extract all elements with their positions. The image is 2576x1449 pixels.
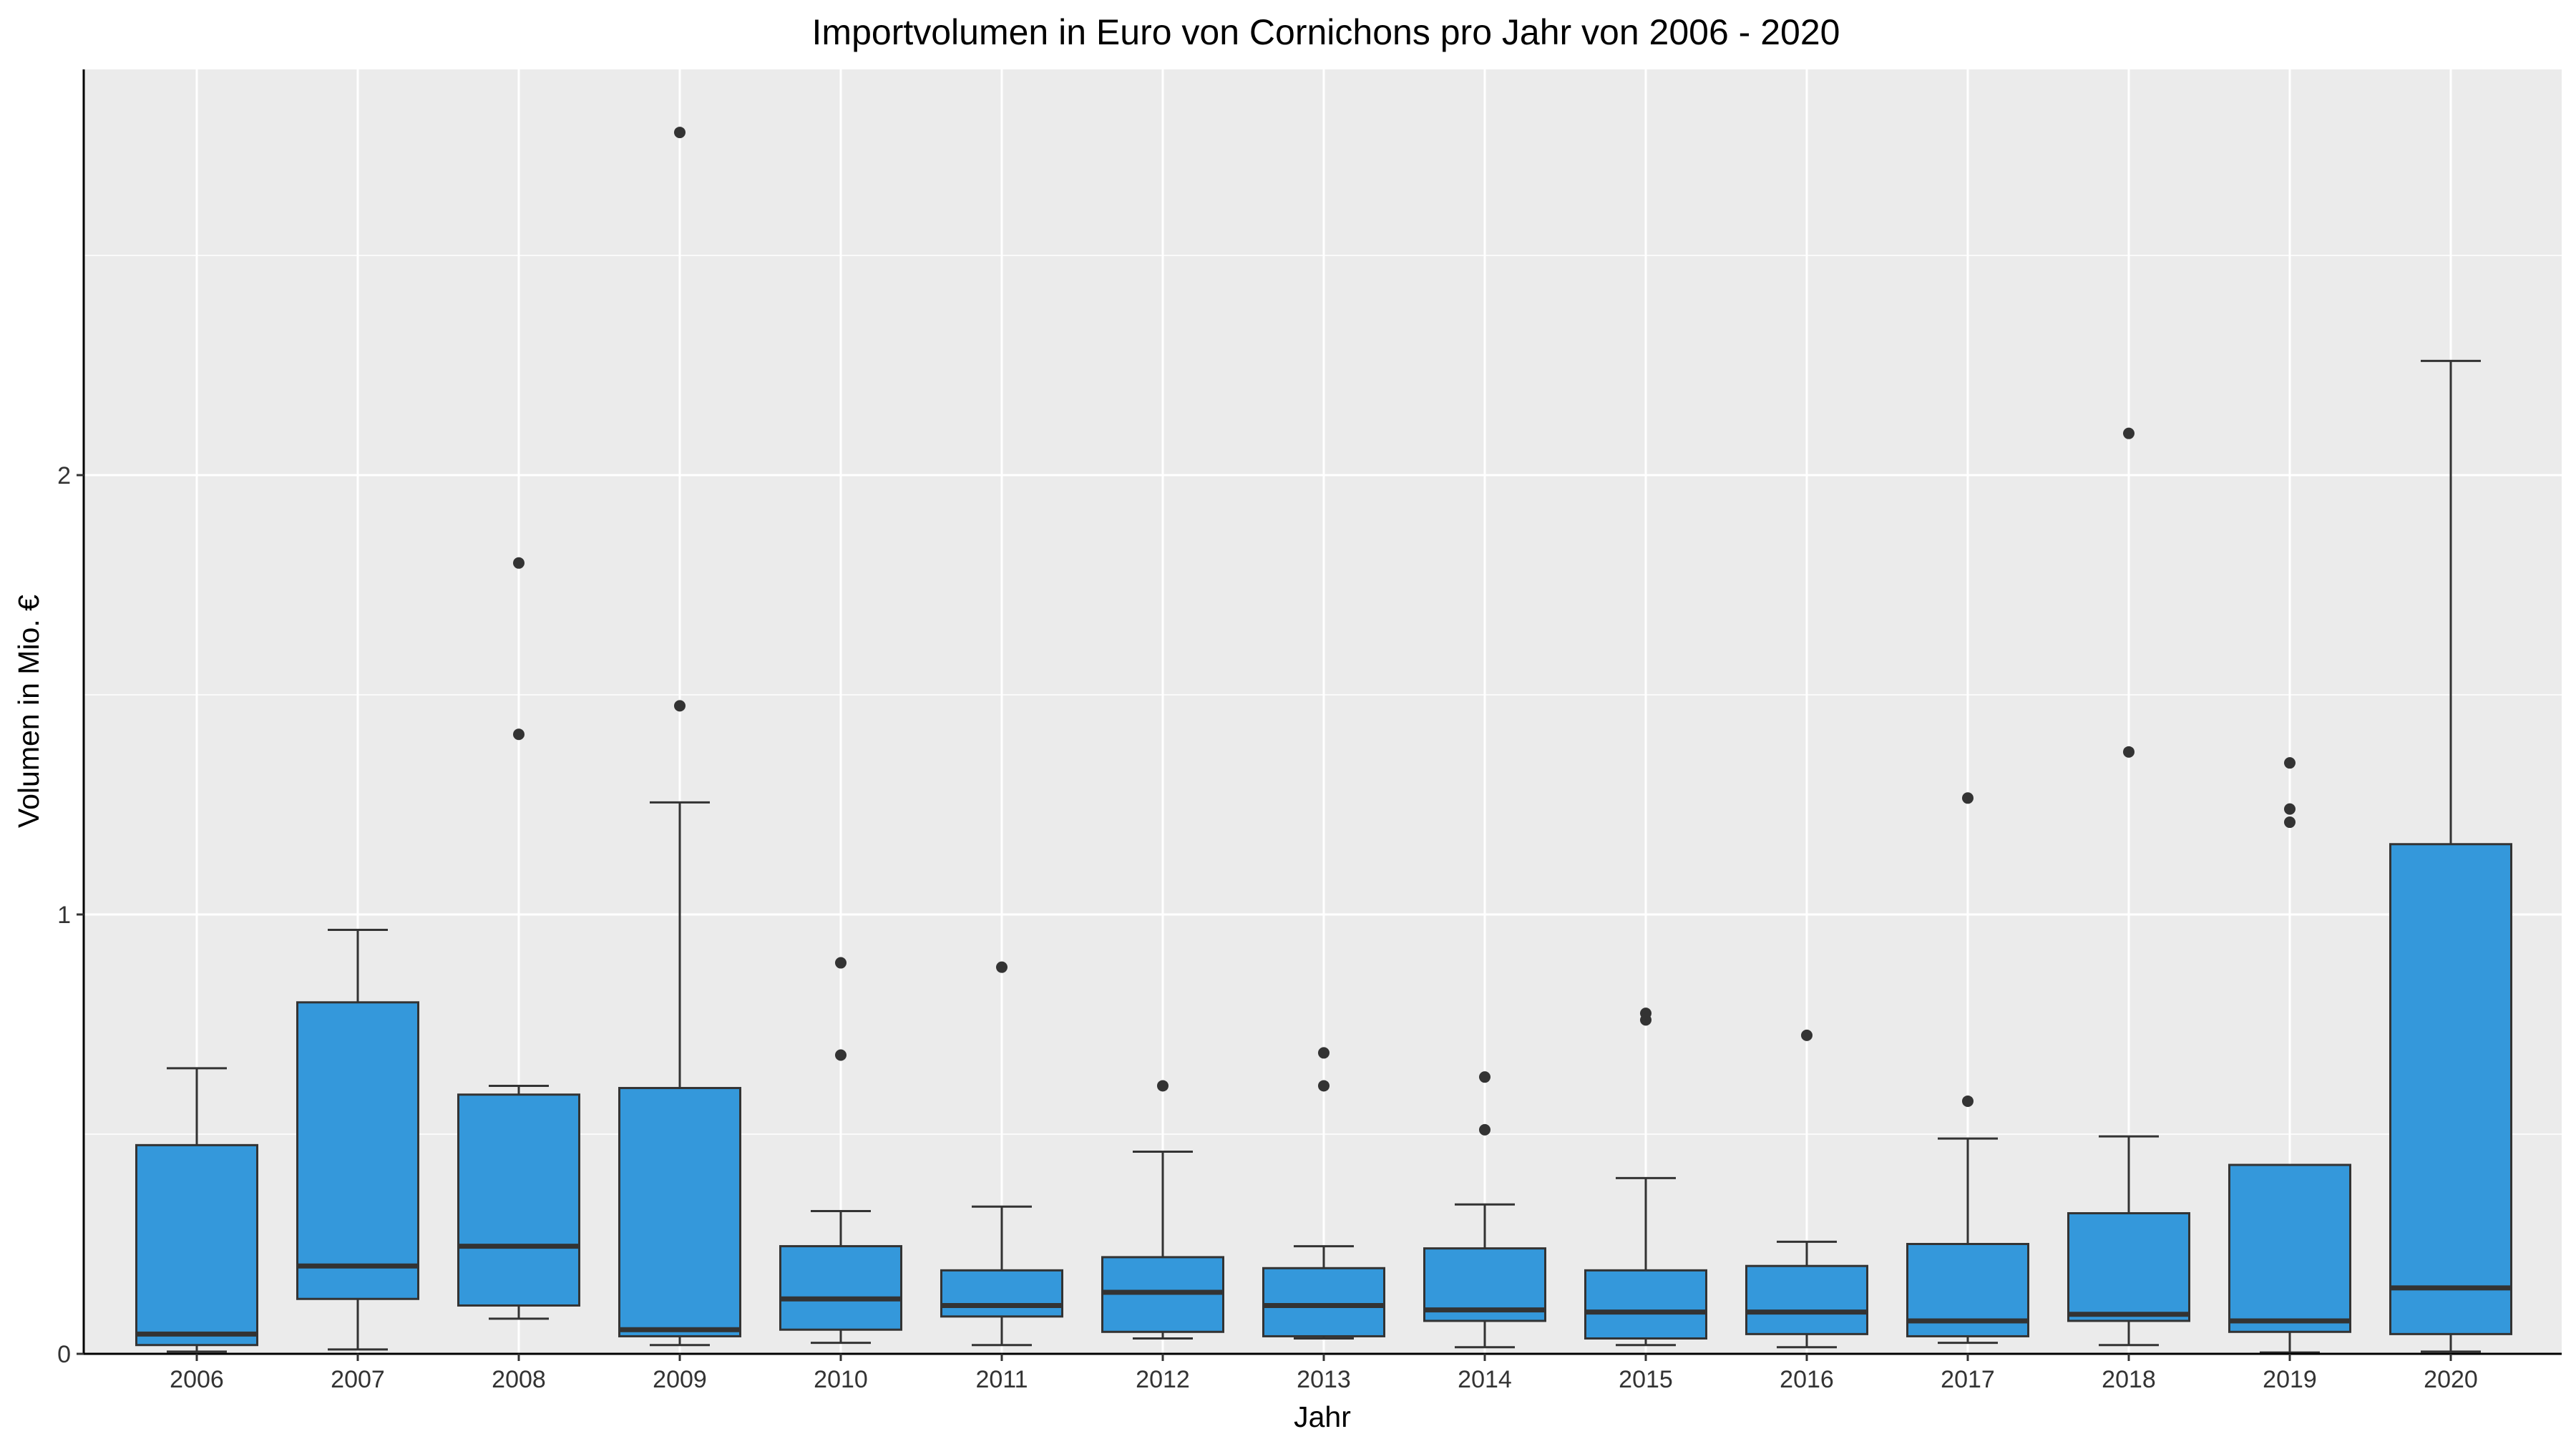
outlier-point-0 — [513, 728, 525, 741]
outlier-point-0 — [1962, 1095, 1974, 1107]
box-iqr — [618, 1087, 741, 1337]
outlier-point-1 — [1479, 1071, 1491, 1083]
x-tick-label: 2009 — [653, 1366, 707, 1393]
box-2015 — [1584, 1008, 1707, 1347]
box-iqr — [779, 1245, 902, 1331]
y-axis-title: Volumen in Mio. € — [12, 595, 45, 828]
x-tick-label: 2020 — [2424, 1366, 2478, 1393]
outlier-point-1 — [513, 557, 525, 569]
box-iqr — [2067, 1212, 2190, 1322]
box-iqr — [457, 1093, 580, 1307]
box-2006 — [135, 1067, 258, 1353]
box-2009 — [618, 127, 741, 1347]
outlier-point-1 — [2123, 427, 2135, 439]
y-tick-label: 2 — [57, 462, 71, 489]
outlier-point-0 — [996, 961, 1008, 973]
outlier-point-1 — [835, 957, 847, 969]
x-axis-title: Jahr — [1294, 1400, 1351, 1433]
y-tick-label: 1 — [57, 902, 71, 929]
outlier-point-0 — [1801, 1029, 1813, 1041]
x-tick-label: 2014 — [1458, 1366, 1512, 1393]
box-2016 — [1745, 1029, 1868, 1349]
outlier-point-1 — [1640, 1008, 1652, 1020]
x-tick-label: 2012 — [1136, 1366, 1190, 1393]
outlier-point-1 — [674, 127, 686, 139]
box-2017 — [1906, 792, 2029, 1345]
axes: 0 1 2 2006 2007 2008 2009 2010 2011 2012 2013 2014 2… — [57, 69, 2562, 1393]
box-iqr — [1584, 1269, 1707, 1340]
y-tick-label: 0 — [57, 1341, 71, 1368]
box-iqr — [135, 1143, 258, 1347]
x-tick-label: 2011 — [975, 1366, 1028, 1393]
outlier-point-0 — [674, 700, 686, 712]
outlier-point-0 — [835, 1049, 847, 1061]
box-iqr — [2228, 1163, 2351, 1333]
box-2010 — [779, 957, 902, 1345]
box-2012 — [1101, 1080, 1224, 1340]
box-2019 — [2228, 757, 2351, 1354]
outlier-point-1 — [1318, 1047, 1330, 1059]
box-2018 — [2067, 427, 2190, 1347]
x-tick-label: 2007 — [331, 1366, 385, 1393]
box-iqr — [296, 1001, 419, 1300]
x-tick-label: 2016 — [1780, 1366, 1834, 1393]
outlier-point-2 — [2284, 757, 2296, 769]
box-iqr — [1745, 1264, 1868, 1335]
box-2020 — [2389, 359, 2512, 1353]
box-2014 — [1423, 1071, 1546, 1349]
outlier-point-0 — [1318, 1080, 1330, 1092]
box-iqr — [940, 1269, 1063, 1318]
outlier-point-1 — [2284, 803, 2296, 815]
box-iqr — [1262, 1267, 1385, 1337]
x-tick-label: 2017 — [1941, 1366, 1995, 1393]
box-2011 — [940, 961, 1063, 1347]
box-series — [135, 127, 2512, 1354]
box-2007 — [296, 928, 419, 1351]
outlier-point-0 — [2284, 816, 2296, 829]
chart-title: Importvolumen in Euro von Cornichons pro… — [812, 12, 1840, 52]
box-iqr — [2389, 843, 2512, 1335]
outlier-point-1 — [1962, 792, 1974, 804]
x-tick-label: 2015 — [1619, 1366, 1673, 1393]
x-tick-label: 2019 — [2263, 1366, 2317, 1393]
x-tick-label: 2010 — [814, 1366, 868, 1393]
box-2008 — [457, 557, 580, 1320]
x-tick-label: 2008 — [492, 1366, 546, 1393]
box-2013 — [1262, 1047, 1385, 1340]
x-tick-label: 2018 — [2102, 1366, 2156, 1393]
x-tick-label: 2006 — [170, 1366, 224, 1393]
outlier-point-0 — [1479, 1123, 1491, 1136]
x-tick-label: 2013 — [1297, 1366, 1351, 1393]
outlier-point-0 — [1157, 1080, 1169, 1092]
outlier-point-0 — [2123, 746, 2135, 758]
